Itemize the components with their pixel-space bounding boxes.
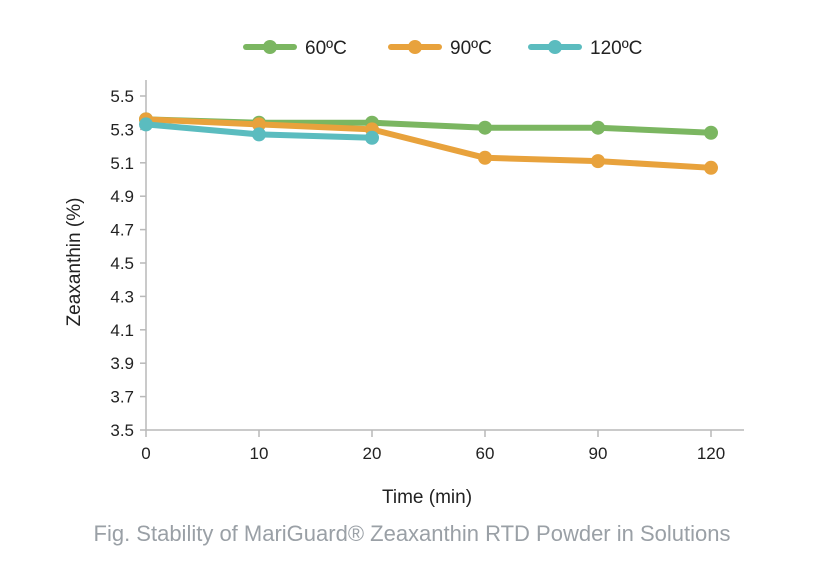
data-point <box>591 120 605 135</box>
data-point <box>478 120 492 135</box>
x-tick-label: 20 <box>363 444 382 463</box>
legend-swatch-marker <box>548 40 562 54</box>
y-tick-label: 4.3 <box>110 287 134 306</box>
legend-item: 120ºC <box>528 38 642 59</box>
y-tick-label: 5.5 <box>110 87 134 106</box>
x-tick-label: 90 <box>589 444 608 463</box>
data-point <box>365 130 379 145</box>
x-axis-title: Time (min) <box>382 487 472 508</box>
x-tick-label: 10 <box>250 444 269 463</box>
y-tick-label: 3.7 <box>110 388 134 407</box>
data-point <box>704 125 718 140</box>
series-60ºC <box>139 112 718 140</box>
series-120ºC <box>139 117 379 145</box>
legend: 60ºC 90ºC 120ºC <box>243 38 642 59</box>
y-axis: 3.5 3.7 3.9 4.1 4.3 4.5 4.7 4.9 5.1 5.3 5.5 <box>110 80 147 440</box>
y-tick-label: 4.5 <box>110 254 134 273</box>
data-point <box>252 127 266 142</box>
legend-label: 90ºC <box>450 38 492 59</box>
legend-swatch-marker <box>408 40 422 54</box>
y-tick-label: 4.1 <box>110 321 134 340</box>
y-tick-label: 5.1 <box>110 154 134 173</box>
data-point <box>704 160 718 175</box>
y-tick-label: 3.5 <box>110 421 134 440</box>
data-point <box>478 150 492 165</box>
legend-item: 90ºC <box>388 38 492 59</box>
x-tick-label: 120 <box>697 444 725 463</box>
x-axis: 0 10 20 60 90 120 <box>141 429 744 463</box>
x-tick-label: 0 <box>141 444 150 463</box>
y-axis-title: Zeaxanthin (%) <box>64 198 85 327</box>
figure-caption: Fig. Stability of MariGuard® Zeaxanthin … <box>93 521 731 546</box>
series-layer <box>139 112 718 175</box>
legend-swatch-marker <box>263 40 277 54</box>
legend-item: 60ºC <box>243 38 347 59</box>
data-point <box>139 117 153 132</box>
series-90ºC <box>139 112 718 175</box>
x-tick-label: 60 <box>476 444 495 463</box>
y-tick-label: 5.3 <box>110 120 134 139</box>
y-tick-label: 4.9 <box>110 187 134 206</box>
data-point <box>252 117 266 132</box>
legend-label: 120ºC <box>590 38 642 59</box>
series-line <box>143 116 714 171</box>
data-point <box>591 154 605 169</box>
y-tick-label: 4.7 <box>110 221 134 240</box>
y-tick-label: 3.9 <box>110 354 134 373</box>
legend-label: 60ºC <box>305 38 347 59</box>
